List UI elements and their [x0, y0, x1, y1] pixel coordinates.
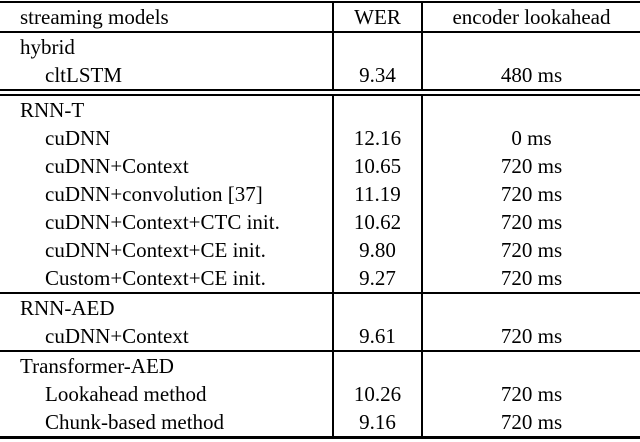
lookahead-cell: 720 ms [500, 409, 563, 434]
section-row: Transformer-AED [0, 350, 640, 380]
wer-cell: 11.19 [333, 180, 423, 208]
section-name-cell: hybrid [0, 32, 334, 61]
model-row: cuDNN 12.16 0 ms [0, 124, 640, 152]
wer-cell: 12.16 [333, 124, 423, 152]
model-row: cuDNN+Context+CE init. 9.80 720 ms [0, 236, 640, 264]
lookahead-cell: 720 ms [500, 181, 563, 206]
column-header-streaming-models: streaming models [0, 2, 334, 32]
lookahead-cell: 720 ms [500, 323, 563, 348]
lookahead-cell: 0 ms [511, 125, 552, 150]
lookahead-cell [422, 89, 640, 124]
wer-cell: 9.34 [333, 61, 423, 93]
model-cell: cuDNN [0, 124, 334, 152]
column-header-encoder-lookahead: encoder lookahead [452, 4, 611, 29]
lookahead-cell: 720 ms [500, 153, 563, 178]
section-row: RNN-T [0, 89, 640, 124]
model-cell: cuDNN+Context [0, 322, 334, 351]
wer-cell: 9.80 [333, 236, 423, 264]
section-name-cell: RNN-AED [0, 292, 334, 322]
model-row: cuDNN+Context 10.65 720 ms [0, 152, 640, 180]
header-row: streaming models WER encoder lookahead [0, 2, 640, 32]
model-cell: Lookahead method [0, 380, 334, 408]
model-cell: cuDNN+convolution [37] [0, 180, 334, 208]
lookahead-cell: 480 ms [500, 62, 563, 87]
wer-cell: 9.61 [333, 322, 423, 351]
model-cell: cuDNN+Context+CTC init. [0, 208, 334, 236]
lookahead-cell: 720 ms [500, 381, 563, 406]
model-row: cltLSTM 9.34 480 ms [0, 61, 640, 93]
wer-cell: 9.16 [333, 408, 423, 438]
wer-cell: 10.65 [333, 152, 423, 180]
wer-cell: 10.62 [333, 208, 423, 236]
model-cell: Chunk-based method [0, 408, 334, 438]
model-row: cuDNN+Context+CTC init. 10.62 720 ms [0, 208, 640, 236]
wer-cell: 10.26 [333, 380, 423, 408]
wer-cell [333, 292, 423, 322]
section-row: hybrid [0, 32, 640, 61]
column-header-wer: WER [333, 2, 423, 32]
lookahead-cell: 720 ms [500, 237, 563, 262]
wer-cell [333, 350, 423, 380]
section-name-cell: RNN-T [0, 89, 334, 124]
model-row: Chunk-based method 9.16 720 ms [0, 408, 640, 438]
wer-cell: 9.27 [333, 264, 423, 293]
model-cell: cltLSTM [0, 61, 334, 93]
model-row: cuDNN+convolution [37] 11.19 720 ms [0, 180, 640, 208]
model-row: Custom+Context+CE init. 9.27 720 ms [0, 264, 640, 293]
section-row: RNN-AED [0, 292, 640, 322]
model-cell: Custom+Context+CE init. [0, 264, 334, 293]
model-row: Lookahead method 10.26 720 ms [0, 380, 640, 408]
model-cell: cuDNN+Context+CE init. [0, 236, 334, 264]
lookahead-cell [422, 32, 640, 61]
section-name-cell: Transformer-AED [0, 350, 334, 380]
lookahead-cell [422, 350, 640, 380]
lookahead-cell: 720 ms [500, 265, 563, 290]
model-row: cuDNN+Context 9.61 720 ms [0, 322, 640, 351]
wer-cell [333, 89, 423, 124]
wer-cell [333, 32, 423, 61]
lookahead-cell [422, 292, 640, 322]
model-cell: cuDNN+Context [0, 152, 334, 180]
lookahead-cell: 720 ms [500, 209, 563, 234]
